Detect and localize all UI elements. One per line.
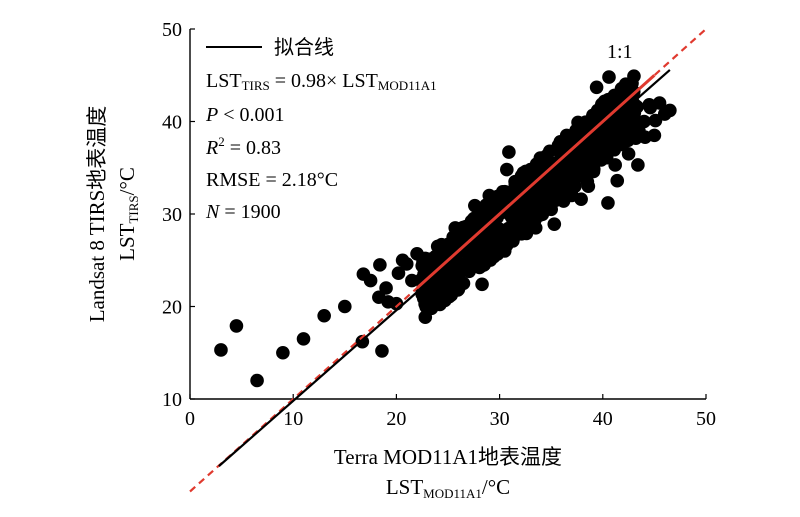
p-value: P < 0.001: [205, 104, 285, 126]
data-point: [474, 214, 489, 228]
data-point: [250, 373, 264, 388]
data-point: [389, 296, 404, 311]
data-point: [214, 343, 228, 357]
data-point: [296, 332, 311, 346]
data-point: [494, 194, 509, 209]
data-point: [363, 273, 378, 288]
data-point: [556, 177, 570, 191]
legend-fit-label: 拟合线: [274, 36, 334, 59]
data-point: [663, 103, 677, 118]
data-point: [620, 114, 635, 128]
x-tick-label: 0: [185, 408, 195, 430]
data-point: [581, 179, 596, 194]
x-axis-unit: LSTMOD11A1/°C: [386, 475, 510, 501]
data-point: [375, 344, 389, 358]
y-tick-label: 20: [162, 297, 182, 319]
data-point: [643, 100, 658, 115]
data-point: [631, 158, 645, 172]
y-tick-label: 10: [162, 389, 182, 411]
data-point: [373, 258, 387, 272]
legend: 拟合线: [206, 36, 334, 59]
x-tick-label: 20: [386, 408, 406, 430]
data-point: [589, 80, 604, 95]
data-point: [540, 193, 555, 207]
x-tick-label: 10: [283, 408, 303, 430]
data-point: [606, 139, 620, 153]
sample-count: N = 1900: [205, 201, 281, 223]
data-point: [399, 257, 414, 271]
regression-equation: LSTTIRS = 0.98× LSTMOD11A1: [206, 70, 437, 93]
data-point: [496, 228, 510, 242]
identity-line-overlay: [416, 74, 656, 290]
data-point: [569, 123, 583, 138]
fit-line: [218, 69, 671, 467]
data-point: [276, 345, 290, 360]
rmse: RMSE = 2.18°C: [206, 169, 338, 191]
data-point: [573, 168, 588, 183]
data-point: [520, 168, 535, 183]
data-point: [317, 308, 331, 323]
x-tick-label: 50: [696, 408, 716, 430]
data-point: [474, 202, 489, 217]
data-point: [431, 293, 446, 308]
y-axis-title: Landsat 8 TIRS地表温度: [85, 106, 109, 323]
data-point: [391, 266, 406, 281]
y-axis-unit: LSTTIRS/°C: [115, 167, 141, 261]
data-point: [483, 251, 497, 265]
data-point: [554, 135, 569, 150]
y-tick-label: 50: [162, 19, 182, 41]
data-point: [531, 161, 546, 176]
data-point: [444, 278, 458, 293]
data-point: [601, 196, 615, 210]
data-point: [648, 113, 663, 128]
data-point: [444, 265, 459, 280]
data-point: [574, 192, 588, 206]
data-point: [379, 281, 393, 295]
data-point: [455, 276, 469, 291]
data-point: [418, 310, 433, 324]
x-tick-label: 30: [490, 408, 510, 430]
reference-lines: [189, 28, 707, 493]
data-point: [419, 290, 434, 304]
data-point: [520, 216, 534, 230]
data-point: [494, 240, 508, 254]
data-point: [338, 299, 352, 314]
data-point: [506, 234, 520, 248]
data-point: [547, 217, 562, 231]
data-point: [502, 145, 516, 159]
data-point: [587, 146, 602, 161]
r-squared: R2 = 0.83: [205, 134, 281, 159]
y-tick-label: 30: [162, 204, 182, 226]
y-tick-label: 40: [162, 112, 182, 134]
data-point: [500, 162, 514, 177]
data-point: [475, 277, 489, 292]
data-point: [519, 201, 533, 215]
data-point: [519, 179, 534, 194]
data-point: [627, 69, 641, 83]
x-axis-title: Terra MOD11A1地表温度: [334, 445, 562, 469]
data-point: [458, 219, 473, 234]
data-point: [602, 70, 616, 84]
data-point: [419, 259, 434, 273]
data-point: [559, 187, 574, 202]
identity-line-label: 1:1: [607, 41, 633, 63]
data-point: [586, 108, 600, 123]
x-tick-label: 40: [593, 408, 613, 430]
data-point: [229, 319, 244, 333]
data-point: [610, 173, 625, 188]
statistics-annotation: LSTTIRS = 0.98× LSTMOD11A1 P < 0.001 R2 …: [205, 70, 437, 223]
